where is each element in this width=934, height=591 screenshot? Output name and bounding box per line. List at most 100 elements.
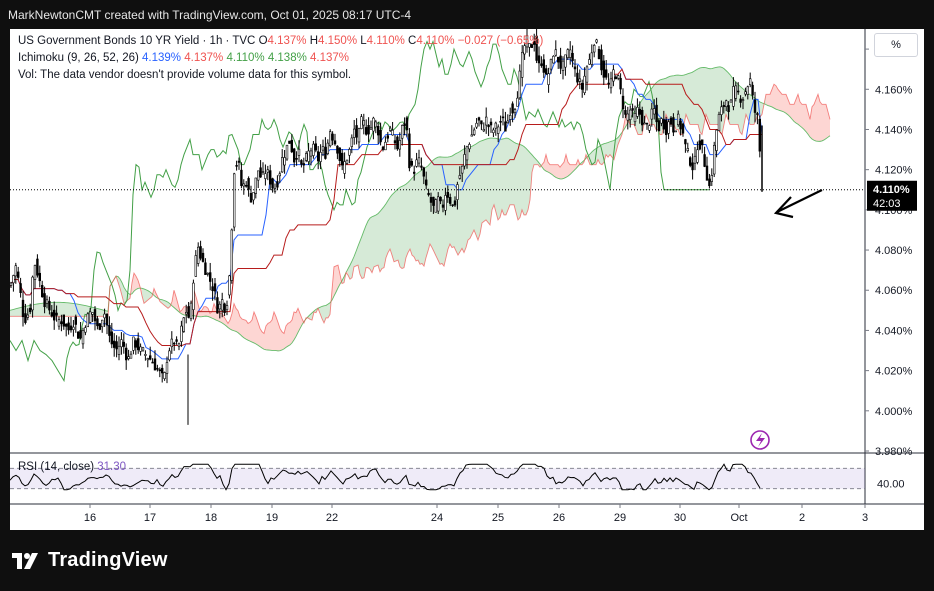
candle-body: [571, 52, 574, 61]
candle-body: [412, 171, 416, 174]
kumo-cloud-segment: [400, 186, 402, 269]
kumo-cloud-segment: [784, 94, 786, 114]
candle-body: [158, 369, 161, 372]
candle-body: [544, 68, 548, 75]
candle-body: [225, 305, 229, 311]
candle-body: [494, 122, 497, 129]
kumo-cloud-segment: [660, 79, 662, 135]
kumo-cloud-segment: [440, 156, 442, 265]
kumo-cloud-segment: [364, 225, 366, 278]
kumo-cloud-segment: [704, 67, 706, 125]
candle-body: [266, 169, 269, 173]
kumo-cloud-segment: [394, 190, 396, 262]
kumo-cloud-segment: [262, 331, 264, 350]
kumo-cloud-segment: [14, 308, 16, 317]
candle-body: [422, 167, 425, 177]
kumo-cloud-segment: [58, 302, 60, 317]
candle-body: [223, 303, 226, 313]
candle-body: [614, 76, 618, 80]
candle-body: [456, 184, 459, 200]
kumo-cloud-segment: [496, 138, 498, 220]
kumo-cloud-segment: [502, 138, 504, 215]
candle-body: [756, 113, 759, 115]
kumo-cloud-segment: [278, 322, 280, 351]
candle-body: [187, 306, 190, 318]
kumo-cloud-segment: [34, 304, 36, 317]
kumo-cloud-segment: [548, 162, 550, 174]
tradingview-logo-text: TradingView: [48, 549, 168, 571]
candle-body: [391, 130, 394, 136]
candle-body: [93, 309, 97, 322]
lagging-span-line: [10, 39, 709, 383]
candle-body: [506, 120, 509, 124]
candle-body: [216, 297, 219, 314]
candle-body: [67, 322, 70, 331]
kumo-cloud-segment: [768, 94, 770, 107]
rsi-legend[interactable]: RSI (14, close) 31.30: [18, 461, 126, 473]
candle-body: [312, 143, 315, 156]
tradingview-logo: TradingView: [12, 549, 168, 572]
candle-body: [96, 318, 99, 327]
kumo-cloud-segment: [778, 89, 780, 111]
candle-body: [137, 338, 140, 351]
percent-scale-button[interactable]: %: [874, 33, 918, 57]
kumo-cloud-segment: [220, 313, 222, 323]
candle-body: [129, 353, 133, 359]
candle-body: [240, 169, 243, 186]
candle-body: [57, 319, 61, 327]
kumo-cloud-segment: [484, 139, 486, 222]
candle-body: [621, 95, 625, 110]
change-value: −0.027 (−0.65%): [457, 35, 544, 47]
price-chart-svg[interactable]: 4.180%4.160%4.140%4.120%4.100%4.080%4.06…: [10, 29, 924, 530]
kumo-cloud-segment: [412, 176, 414, 257]
kumo-cloud-segment: [544, 154, 546, 172]
kumo-cloud-segment: [414, 174, 416, 261]
kumo-cloud-segment: [528, 150, 530, 210]
leading-span-a-line: [10, 66, 831, 352]
candle-body: [290, 139, 293, 153]
candle-body: [624, 110, 627, 115]
candle-body: [636, 106, 639, 117]
kumo-cloud-segment: [96, 308, 98, 317]
kumo-cloud-segment: [498, 138, 500, 220]
candle-body: [724, 100, 728, 107]
ichimoku-legend[interactable]: Ichimoku (9, 26, 52, 26) 4.139% 4.137% 4…: [18, 52, 349, 64]
kumo-cloud-segment: [460, 150, 462, 252]
kumo-cloud-segment: [70, 303, 72, 317]
ichimoku-lagging: 4.110%: [226, 52, 265, 64]
candle-body: [132, 336, 135, 351]
kumo-cloud-segment: [560, 164, 562, 179]
kumo-cloud-segment: [794, 99, 796, 124]
candle-body: [732, 86, 735, 107]
candle-body: [314, 143, 317, 151]
kumo-cloud-segment: [100, 309, 102, 317]
kumo-cloud-segment: [148, 290, 150, 300]
candle-body: [141, 347, 145, 351]
kumo-cloud-segment: [248, 322, 250, 342]
candle-body: [43, 293, 46, 308]
kumo-cloud-segment: [224, 316, 226, 326]
candle-body: [16, 271, 20, 278]
kumo-cloud-segment: [722, 67, 724, 135]
kumo-cloud-segment: [420, 169, 422, 265]
candle-body: [10, 282, 13, 286]
kumo-cloud-segment: [38, 303, 40, 317]
candle-body: [151, 361, 154, 364]
candle-body: [249, 193, 253, 203]
kumo-cloud-segment: [72, 303, 74, 317]
candle-body: [717, 114, 721, 132]
kumo-cloud-segment: [822, 104, 824, 141]
candle-body: [595, 39, 598, 43]
chart-frame[interactable]: 4.180%4.160%4.140%4.120%4.100%4.080%4.06…: [10, 29, 924, 530]
kumo-cloud-segment: [714, 67, 716, 125]
candle-body: [585, 66, 589, 83]
candle-body: [180, 325, 183, 342]
kumo-cloud-segment: [424, 167, 426, 267]
kumo-cloud-segment: [124, 287, 126, 304]
candle-body: [302, 163, 305, 166]
kumo-cloud-segment: [826, 104, 828, 139]
time-tick-label: 2: [799, 512, 805, 524]
candle-body: [580, 83, 584, 90]
kumo-cloud-segment: [16, 308, 18, 317]
candle-body: [374, 121, 377, 128]
